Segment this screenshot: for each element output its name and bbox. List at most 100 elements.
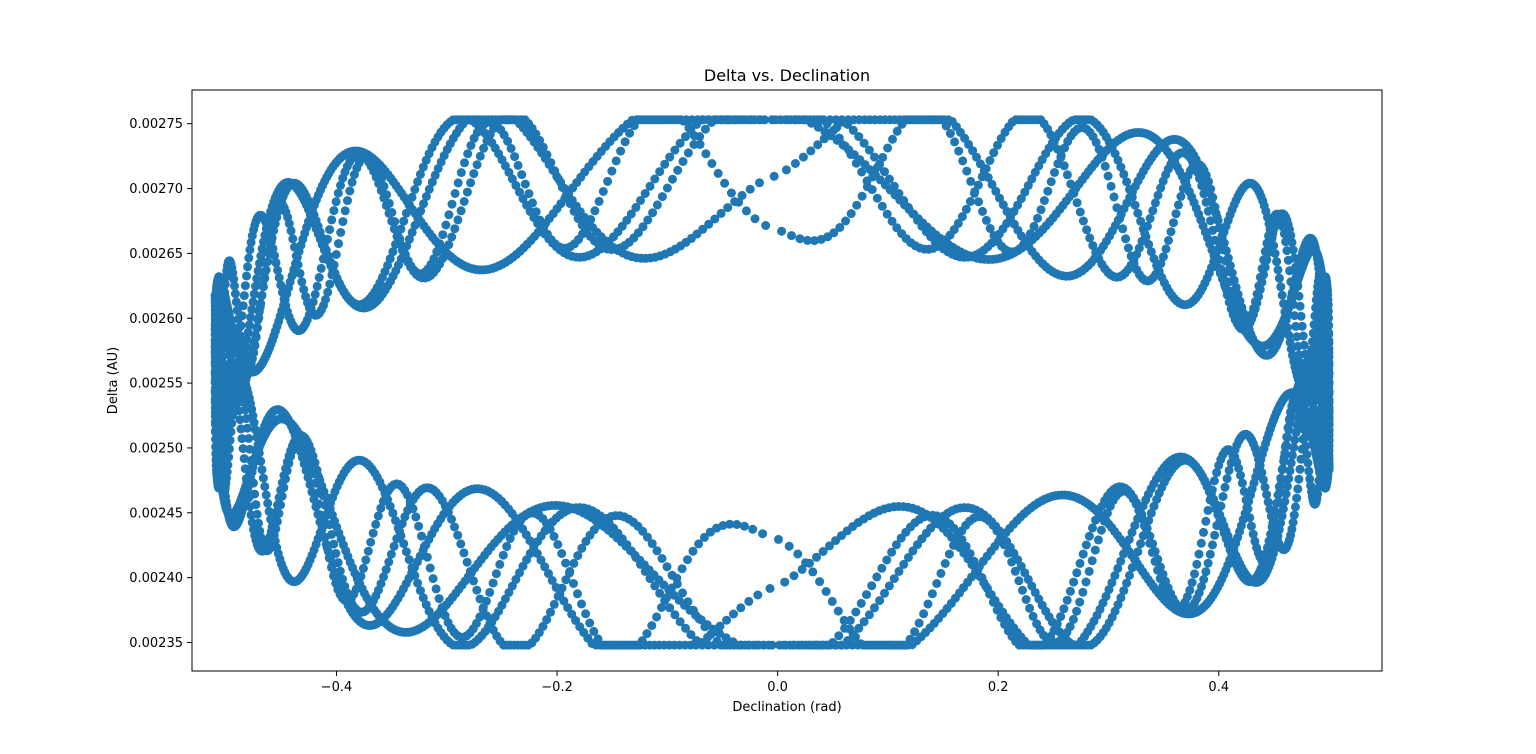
scatter-point (716, 208, 726, 218)
scatter-point (399, 216, 409, 226)
scatter-point (827, 596, 837, 606)
scatter-point (222, 467, 232, 477)
scatter-point (1297, 321, 1307, 331)
scatter-point (681, 623, 690, 633)
scatter-point (697, 638, 707, 647)
scatter-point (586, 215, 596, 224)
scatter-point (540, 562, 550, 572)
scatter-point (723, 203, 733, 213)
scatter-point (1254, 281, 1264, 291)
scatter-point (735, 640, 745, 650)
scatter-point (820, 126, 830, 136)
scatter-point (1158, 581, 1168, 591)
scatter-point (729, 609, 738, 619)
scatter-point (1145, 214, 1155, 223)
scatter-point (251, 500, 261, 510)
scatter-point (211, 378, 221, 388)
scatter-point (239, 397, 249, 407)
scatter-point (254, 313, 264, 323)
scatter-point (555, 589, 565, 599)
scatter-point (507, 581, 517, 591)
scatter-point (231, 297, 241, 307)
scatter-point (725, 519, 735, 529)
scatter-point (238, 444, 248, 454)
scatter-point (962, 166, 972, 176)
scatter-point (1294, 350, 1304, 360)
scatter-point (1190, 569, 1199, 579)
scatter-point (1075, 558, 1085, 568)
scatter-point (974, 197, 984, 207)
scatter-point (1156, 183, 1166, 193)
scatter-point (314, 499, 324, 509)
scatter-point (1116, 556, 1126, 566)
scatter-point (700, 124, 710, 134)
scatter-point (1106, 181, 1116, 191)
scatter-point (563, 603, 573, 613)
scatter-point (1310, 311, 1320, 321)
scatter-point (1311, 295, 1321, 305)
scatter-point (417, 531, 426, 541)
scatter-point (413, 177, 423, 187)
scatter-point (998, 200, 1008, 210)
scatter-point (240, 405, 250, 415)
scatter-point (559, 596, 569, 606)
scatter-point (1255, 272, 1265, 282)
scatter-point (288, 234, 298, 244)
scatter-point (1323, 377, 1333, 387)
scatter-point (1201, 567, 1211, 577)
scatter-point (1090, 545, 1100, 555)
scatter-point (414, 521, 424, 531)
scatter-point (811, 640, 821, 650)
scatter-point (282, 466, 292, 476)
scatter-point (524, 189, 534, 199)
scatter-point (816, 234, 826, 244)
scatter-point (989, 231, 999, 241)
scatter-point (453, 215, 463, 225)
scatter-point (1140, 229, 1150, 239)
scatter-point (880, 588, 889, 598)
scatter-point (506, 144, 516, 153)
x-tick-label: 0.4 (1208, 680, 1229, 695)
scatter-point (589, 626, 599, 636)
scatter-point (919, 609, 929, 619)
scatter-point (252, 509, 262, 519)
scatter-point (545, 524, 555, 534)
scatter-point (363, 546, 373, 556)
scatter-point (1308, 328, 1318, 338)
scatter-point (453, 178, 463, 188)
scatter-point (245, 245, 255, 255)
scatter-point (737, 190, 747, 200)
scatter-point (780, 577, 790, 587)
y-tick-label: 0.00265 (129, 247, 183, 262)
scatter-point (569, 558, 579, 568)
scatter-point (1137, 236, 1147, 246)
scatter-point (1265, 504, 1275, 514)
scatter-point (834, 631, 844, 641)
scatter-point (532, 549, 542, 558)
scatter-point (1203, 558, 1213, 568)
scatter-point (824, 640, 834, 650)
scatter-point (965, 197, 975, 206)
scatter-point (950, 137, 960, 147)
scatter-point (932, 579, 942, 588)
scatter-point (517, 170, 527, 180)
scatter-point (415, 586, 425, 596)
scatter-point (1287, 524, 1297, 534)
scatter-point (657, 603, 666, 612)
scatter-point (433, 164, 443, 173)
y-axis-ticks: 0.002350.002400.002450.002500.002550.002… (129, 117, 192, 651)
scatter-point (384, 557, 394, 567)
scatter-point (450, 189, 460, 198)
scatter-point (771, 115, 781, 125)
y-tick-label: 0.00255 (129, 377, 183, 392)
scatter-point (1276, 282, 1286, 292)
scatter-point (251, 332, 261, 342)
scatter-point (673, 165, 683, 175)
scatter-point (806, 118, 816, 128)
scatter-point (301, 292, 311, 302)
scatter-point (626, 209, 636, 219)
scatter-point (854, 623, 864, 633)
scatter-point (670, 610, 680, 620)
scatter-point (237, 434, 247, 444)
